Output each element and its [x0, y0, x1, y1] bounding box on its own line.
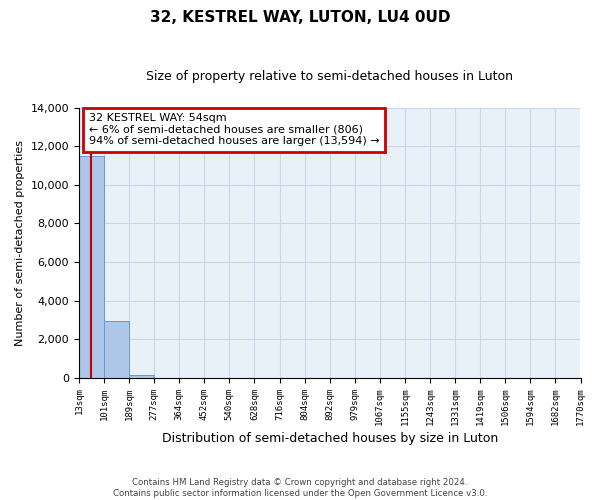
- Text: 32, KESTREL WAY, LUTON, LU4 0UD: 32, KESTREL WAY, LUTON, LU4 0UD: [150, 10, 450, 25]
- X-axis label: Distribution of semi-detached houses by size in Luton: Distribution of semi-detached houses by …: [161, 432, 498, 445]
- Bar: [79, 156, 104, 378]
- Title: Size of property relative to semi-detached houses in Luton: Size of property relative to semi-detach…: [146, 70, 513, 83]
- Bar: [104, 321, 129, 378]
- Text: 32 KESTREL WAY: 54sqm
← 6% of semi-detached houses are smaller (806)
94% of semi: 32 KESTREL WAY: 54sqm ← 6% of semi-detac…: [89, 113, 380, 146]
- Text: Contains HM Land Registry data © Crown copyright and database right 2024.
Contai: Contains HM Land Registry data © Crown c…: [113, 478, 487, 498]
- Bar: [129, 376, 154, 378]
- Y-axis label: Number of semi-detached properties: Number of semi-detached properties: [15, 140, 25, 346]
